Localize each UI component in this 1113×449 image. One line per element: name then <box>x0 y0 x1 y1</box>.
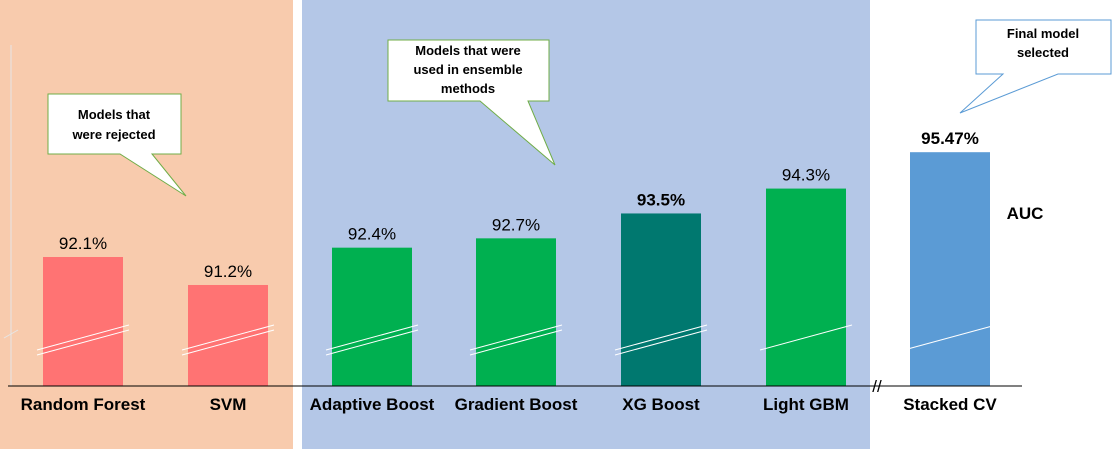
value-label-gradient-boost: 92.7% <box>492 215 540 234</box>
bar-break-mark-adaptive-boost-2 <box>325 329 419 356</box>
bar-break-mark-stacked-cv <box>903 324 997 351</box>
callout-rejected-line-1: Models that <box>78 107 151 122</box>
bar-adaptive-boost <box>332 247 412 386</box>
callout-final-model: Final model selected <box>959 19 1112 114</box>
bar-break-mark-random-forest-2 <box>36 329 130 356</box>
bar-gradient-boost <box>476 238 556 386</box>
bar-break-mark-light-gbm <box>759 324 853 351</box>
category-label-random-forest: Random Forest <box>21 395 146 414</box>
bar-break-mark-adaptive-boost-1 <box>325 324 419 351</box>
callout-final-model-line-2: selected <box>1017 45 1069 60</box>
value-label-adaptive-boost: 92.4% <box>348 225 396 244</box>
callout-final-model-line-1: Final model <box>1007 26 1079 41</box>
category-label-gradient-boost: Gradient Boost <box>455 395 578 414</box>
callout-rejected-line-2: were rejected <box>71 127 155 142</box>
category-label-light-gbm: Light GBM <box>763 395 849 414</box>
callout-rejected-box <box>47 93 187 197</box>
metric-label: AUC <box>1007 204 1044 223</box>
bars-layer <box>36 152 997 386</box>
value-label-stacked-cv: 95.47% <box>921 129 979 148</box>
bar-break-mark-gradient-boost-2 <box>469 329 563 356</box>
bar-break-mark-svm-2 <box>181 329 275 356</box>
category-label-stacked-cv: Stacked CV <box>903 395 997 414</box>
callout-ensemble: Models that were used in ensemble method… <box>387 39 556 166</box>
bar-break-mark-random-forest-1 <box>36 324 130 351</box>
axis-break-mark: // <box>872 377 882 396</box>
bar-svm <box>188 284 268 386</box>
category-label-svm: SVM <box>210 395 247 414</box>
bar-break-mark-gradient-boost-1 <box>469 324 563 351</box>
value-labels: 92.1% 91.2% 92.4% 92.7% 93.5% 94.3% 95.47% <box>59 129 979 281</box>
bar-xg-boost <box>621 213 701 386</box>
value-label-random-forest: 92.1% <box>59 234 107 253</box>
callout-ensemble-line-2: used in ensemble <box>413 62 522 77</box>
bar-break-mark-svm-1 <box>181 324 275 351</box>
callout-ensemble-line-3: methods <box>441 81 495 96</box>
callout-ensemble-line-1: Models that were <box>415 43 520 58</box>
bar-random-forest <box>43 257 123 386</box>
category-labels: Random Forest SVM Adaptive Boost Gradient B… <box>21 395 998 414</box>
y-axis-break-mark <box>3 329 19 339</box>
bar-break-mark-xg-boost-2 <box>614 329 708 356</box>
callout-rejected: Models that were rejected <box>47 93 187 197</box>
value-label-xg-boost: 93.5% <box>637 190 685 209</box>
bar-light-gbm <box>766 188 846 386</box>
value-label-svm: 91.2% <box>204 262 252 281</box>
category-label-xg-boost: XG Boost <box>622 395 700 414</box>
bar-stacked-cv <box>910 152 990 386</box>
bar-break-mark-xg-boost-1 <box>614 324 708 351</box>
callout-ensemble-box <box>387 39 556 166</box>
category-label-adaptive-boost: Adaptive Boost <box>310 395 435 414</box>
value-label-light-gbm: 94.3% <box>782 166 830 185</box>
callout-final-model-box <box>959 19 1112 114</box>
